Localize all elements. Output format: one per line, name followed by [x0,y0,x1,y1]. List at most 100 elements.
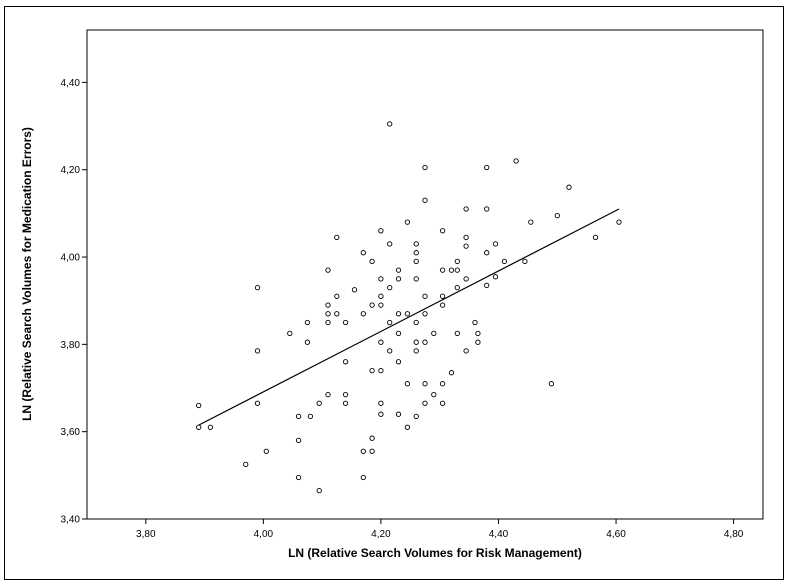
data-point [342,359,349,365]
data-point [369,448,375,454]
data-point [475,330,481,337]
y-tick-label: 4,20 [61,165,81,176]
data-point [439,381,446,387]
data-point [463,276,469,282]
data-point [342,391,349,398]
data-point [422,400,428,406]
y-tick-label: 3,60 [61,427,81,438]
data-point [484,250,490,256]
data-point [387,121,393,127]
data-point [304,319,311,326]
data-point [463,348,469,354]
data-point [484,164,490,171]
data-point [395,411,402,417]
data-point [378,339,384,345]
data-point [566,184,572,190]
data-point [207,424,214,430]
data-point [360,311,366,317]
data-point [454,284,460,291]
data-point [548,381,555,387]
data-point [360,474,366,481]
data-point [325,319,331,326]
data-point [413,276,419,282]
data-point [439,228,446,234]
data-point [431,330,437,337]
data-point [592,234,599,241]
data-point [528,219,534,225]
data-point [513,158,519,164]
x-tick-label: 4,40 [489,529,509,540]
data-point [254,400,261,406]
data-point [484,206,490,212]
y-tick-label: 3,80 [61,340,81,351]
data-point [395,330,402,337]
data-point [325,302,331,308]
data-point [196,402,202,409]
data-point [334,311,340,317]
data-point [404,381,411,387]
data-point [287,330,293,337]
data-point [378,228,384,234]
data-point [463,243,469,249]
y-tick-label: 3,40 [61,515,81,526]
data-point [413,258,419,265]
data-point [492,241,499,247]
data-point [325,311,331,317]
data-point [295,413,302,420]
y-tick-label: 4,00 [61,253,81,264]
data-point [422,293,428,299]
data-point [616,219,622,225]
data-point [413,339,419,345]
data-point [492,274,499,280]
data-point [554,212,560,219]
data-point [413,319,419,326]
data-point [378,367,384,374]
data-point [422,164,428,171]
data-point [395,311,402,317]
data-point [395,267,402,273]
data-point [316,400,322,406]
data-point [342,319,349,326]
data-point [413,250,419,256]
data-point [254,284,261,291]
data-point [334,234,340,241]
data-point [307,413,314,420]
data-point [431,391,437,398]
data-point [378,293,384,299]
data-point [439,293,446,299]
data-point [369,435,375,441]
x-axis: 3,80 4,00 4,20 4,40 4,60 4,80 [136,519,744,540]
data-points [196,121,622,494]
data-point [325,267,331,273]
data-point [404,424,411,430]
data-point [369,258,375,265]
data-point [472,319,478,326]
data-point [378,400,384,406]
data-point [422,339,428,345]
data-point [351,287,358,293]
data-point [295,437,302,444]
x-tick-label: 4,20 [371,529,391,540]
data-point [263,448,269,454]
x-tick-label: 3,80 [136,529,156,540]
data-point [413,348,419,354]
data-point [454,330,460,337]
x-axis-label: LN (Relative Search Volumes for Risk Man… [288,546,582,560]
data-point [404,219,411,225]
data-point [325,391,331,398]
data-point [369,302,375,308]
x-tick-label: 4,80 [724,529,744,540]
data-point [387,284,393,291]
data-point [243,461,249,468]
chart-frame: 3,80 4,00 4,20 4,40 4,60 4,80 3,40 3,60 3,80 4,0… [4,6,784,580]
data-point [387,241,393,247]
data-point [454,267,460,273]
data-point [413,413,419,420]
data-point [501,258,508,265]
data-point [463,234,469,241]
y-axis: 3,40 3,60 3,80 4,00 4,20 4,40 [61,78,87,526]
scatter-plot: 3,80 4,00 4,20 4,40 4,60 4,80 3,40 3,60 3,80 4,0… [20,29,764,560]
data-point [295,474,302,481]
data-point [387,319,393,326]
data-point [360,448,366,454]
